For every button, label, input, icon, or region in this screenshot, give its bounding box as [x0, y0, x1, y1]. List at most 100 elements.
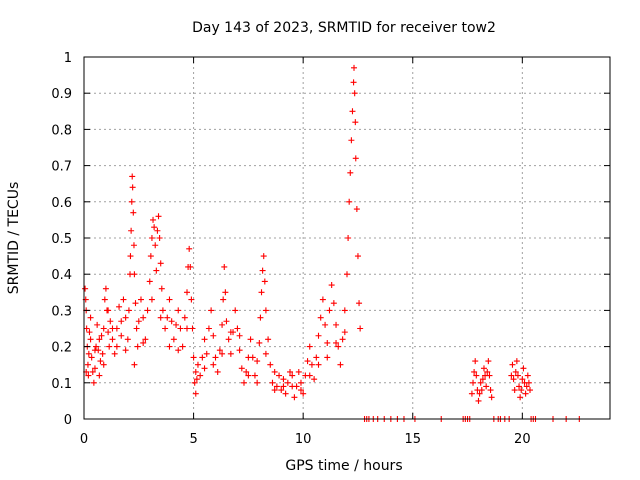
data-point: [156, 235, 163, 241]
data-point: [125, 307, 132, 314]
data-point: [120, 296, 127, 303]
data-point: [519, 376, 526, 383]
data-point: [225, 336, 232, 343]
data-point: [100, 325, 107, 332]
data-point: [208, 307, 215, 314]
data-point: [297, 387, 304, 394]
data-point: [212, 354, 219, 361]
data-point: [130, 209, 137, 216]
data-point: [238, 365, 245, 372]
data-point: [93, 343, 100, 350]
data-point: [159, 307, 166, 314]
data-point: [518, 387, 525, 394]
data-point: [484, 368, 491, 375]
axis-ticks: [83, 56, 610, 420]
data-point: [162, 325, 169, 332]
data-point: [261, 278, 268, 285]
data-point: [236, 332, 243, 339]
data-point: [513, 358, 520, 365]
data-point: [158, 285, 165, 292]
data-point: [227, 329, 234, 336]
data-point: [106, 343, 113, 350]
data-point: [247, 336, 254, 343]
data-point: [326, 307, 333, 314]
data-point: [352, 119, 359, 126]
data-point: [210, 361, 217, 368]
data-point: [199, 354, 206, 361]
data-point: [118, 318, 125, 325]
data-point: [96, 336, 103, 343]
data-point: [349, 108, 356, 115]
data-point: [153, 267, 160, 274]
data-point: [192, 368, 199, 375]
data-point: [488, 394, 495, 401]
data-point: [512, 368, 519, 375]
data-point: [131, 361, 138, 368]
data-point: [354, 253, 361, 260]
data-point: [267, 361, 274, 368]
data-point: [344, 271, 350, 278]
data-point: [304, 358, 311, 365]
data-point: [221, 263, 228, 270]
data-point: [260, 253, 267, 260]
data-point: [341, 307, 348, 314]
data-point: [109, 336, 116, 343]
data-point: [357, 325, 364, 332]
data-point: [210, 332, 217, 339]
data-point: [511, 387, 518, 394]
data-point: [166, 296, 173, 303]
tick-labels: 0 5 10 15 20 0 0.1 0.2 0.3 0.4 0.5 0.6 0.7 0.8 0.9 1: [51, 51, 530, 447]
data-point: [335, 343, 342, 350]
data-point: [197, 372, 204, 379]
data-point: [192, 390, 199, 397]
data-point: [473, 372, 480, 379]
data-point: [127, 253, 134, 260]
data-point: [273, 383, 280, 390]
data-point: [351, 64, 358, 71]
data-point: [134, 343, 141, 350]
data-point: [177, 325, 184, 332]
data-point: [259, 267, 266, 274]
data-point: [184, 325, 191, 332]
y-tick-label: 0.1: [51, 377, 72, 392]
data-point: [254, 379, 261, 386]
data-point: [105, 329, 112, 336]
data-point: [284, 379, 291, 386]
data-point: [135, 318, 142, 325]
data-point: [193, 376, 200, 383]
data-point: [128, 227, 135, 234]
data-point: [306, 343, 313, 350]
data-point: [219, 350, 226, 357]
y-tick-label: 0.8: [51, 123, 72, 138]
data-point: [232, 307, 239, 314]
data-point: [278, 387, 285, 394]
data-point: [140, 339, 147, 346]
x-tick-label: 10: [295, 432, 312, 447]
data-point: [88, 354, 95, 361]
data-point: [122, 314, 129, 321]
y-tick-label: 0.6: [51, 196, 72, 211]
y-tick-label: 0.4: [51, 268, 72, 283]
data-point: [468, 390, 475, 397]
data-point: [347, 169, 354, 176]
data-point: [151, 224, 158, 231]
data-point: [330, 300, 337, 307]
data-point: [269, 379, 276, 386]
data-point: [477, 379, 484, 386]
data-point: [257, 314, 264, 321]
data-point: [308, 361, 315, 368]
data-point: [293, 383, 300, 390]
x-tick-label: 15: [404, 432, 421, 447]
data-point: [341, 329, 348, 336]
data-point: [311, 376, 318, 383]
data-point: [508, 372, 515, 379]
data-point: [282, 390, 289, 397]
data-point: [150, 216, 157, 223]
data-point: [295, 368, 302, 375]
y-tick-label: 0.5: [51, 232, 72, 247]
y-tick-label: 0.2: [51, 341, 72, 356]
data-point: [271, 387, 278, 394]
data-point: [100, 361, 107, 368]
data-point: [351, 90, 358, 97]
